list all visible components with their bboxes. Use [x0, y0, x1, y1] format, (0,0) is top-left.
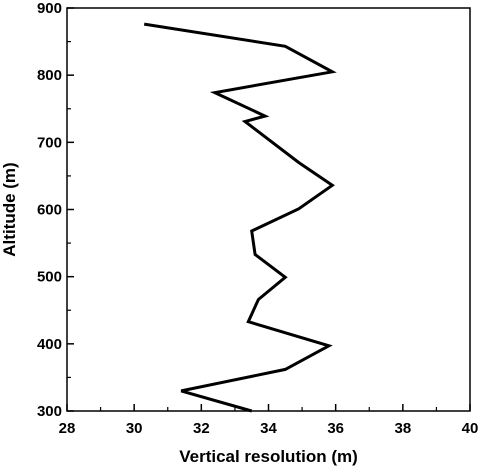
- x-tick-label: 28: [59, 420, 76, 437]
- y-axis-title: Altitude (m): [0, 162, 19, 256]
- x-tick-label: 40: [462, 420, 479, 437]
- y-tick-label: 900: [37, 0, 62, 17]
- y-tick-label: 800: [37, 67, 62, 84]
- y-tick-label: 700: [37, 134, 62, 151]
- tick-labels: 28 30 32 34 36 38 40 300 400 500 600 700 800 900: [37, 0, 478, 437]
- major-ticks: [66, 7, 471, 412]
- x-tick-label: 34: [260, 420, 277, 437]
- y-tick-label: 600: [37, 202, 62, 219]
- x-tick-label: 36: [327, 420, 344, 437]
- series-line: [143, 22, 337, 413]
- minor-ticks: [67, 40, 438, 411]
- x-tick-label: 30: [126, 420, 143, 437]
- x-tick-label: 32: [193, 420, 210, 437]
- y-tick-label: 300: [37, 403, 62, 420]
- y-tick-label: 500: [37, 269, 62, 286]
- y-tick-label: 400: [37, 336, 62, 353]
- x-tick-label: 38: [394, 420, 411, 437]
- plot-frame: [66, 7, 471, 412]
- x-axis-title: Vertical resolution (m): [179, 447, 358, 466]
